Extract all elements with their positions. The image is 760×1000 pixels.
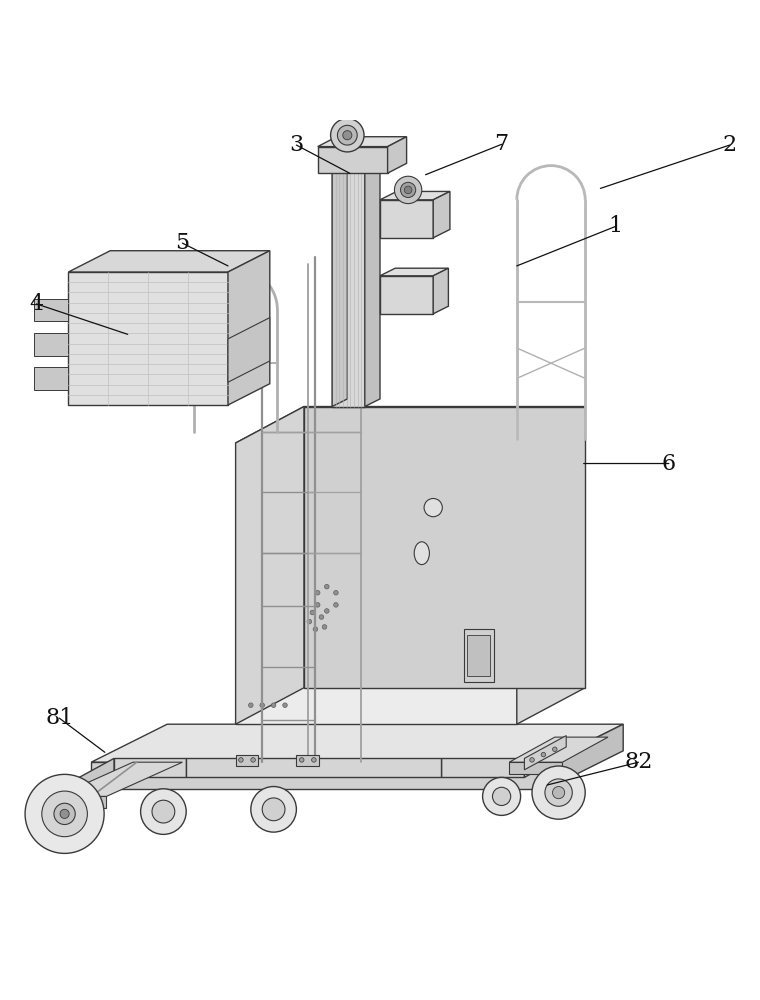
Polygon shape (57, 762, 182, 796)
Circle shape (152, 800, 175, 823)
Circle shape (312, 758, 316, 762)
Circle shape (325, 609, 329, 613)
Polygon shape (34, 367, 68, 390)
Circle shape (334, 603, 338, 607)
Polygon shape (388, 137, 407, 173)
Polygon shape (228, 318, 270, 382)
Text: 82: 82 (624, 751, 653, 773)
Text: 6: 6 (662, 453, 676, 475)
Polygon shape (91, 762, 547, 789)
Polygon shape (34, 333, 68, 356)
Circle shape (322, 625, 327, 629)
Polygon shape (296, 755, 319, 766)
Circle shape (394, 176, 422, 204)
Circle shape (141, 789, 186, 834)
Text: 2: 2 (723, 134, 736, 156)
Polygon shape (236, 407, 304, 724)
Polygon shape (332, 158, 365, 407)
Circle shape (331, 118, 364, 152)
Circle shape (319, 615, 324, 619)
Circle shape (299, 758, 304, 762)
Text: 4: 4 (30, 293, 43, 315)
Polygon shape (380, 200, 433, 238)
Circle shape (25, 774, 104, 853)
Circle shape (283, 703, 287, 707)
Ellipse shape (414, 542, 429, 565)
Circle shape (334, 590, 338, 595)
Circle shape (553, 787, 565, 799)
Polygon shape (228, 251, 270, 405)
Circle shape (313, 627, 318, 631)
Polygon shape (524, 739, 562, 777)
Circle shape (54, 803, 75, 825)
Polygon shape (114, 758, 186, 777)
Polygon shape (318, 137, 407, 147)
Polygon shape (433, 191, 450, 238)
Polygon shape (547, 724, 623, 789)
Circle shape (239, 758, 243, 762)
Circle shape (343, 131, 352, 140)
Polygon shape (304, 407, 585, 688)
Circle shape (401, 182, 416, 198)
Polygon shape (68, 251, 270, 272)
Circle shape (60, 809, 69, 818)
Circle shape (310, 610, 315, 615)
Polygon shape (517, 407, 585, 724)
Circle shape (251, 787, 296, 832)
Polygon shape (524, 736, 566, 770)
Polygon shape (509, 762, 562, 774)
Polygon shape (365, 150, 380, 407)
Text: 5: 5 (176, 232, 189, 254)
Circle shape (262, 798, 285, 821)
Polygon shape (91, 724, 623, 762)
Polygon shape (433, 268, 448, 314)
Polygon shape (509, 737, 608, 762)
Polygon shape (72, 758, 114, 799)
Text: 81: 81 (45, 707, 74, 729)
Polygon shape (380, 268, 448, 276)
Polygon shape (68, 272, 228, 405)
Polygon shape (236, 755, 258, 766)
Circle shape (545, 779, 572, 806)
Circle shape (530, 758, 534, 762)
Polygon shape (186, 758, 441, 777)
Circle shape (404, 186, 412, 194)
Circle shape (249, 703, 253, 707)
Polygon shape (57, 796, 106, 808)
Circle shape (325, 584, 329, 589)
Circle shape (260, 703, 264, 707)
Circle shape (553, 747, 557, 752)
Text: 3: 3 (290, 134, 303, 156)
Circle shape (492, 787, 511, 806)
Circle shape (483, 777, 521, 815)
Polygon shape (441, 758, 524, 777)
Circle shape (42, 791, 87, 837)
Polygon shape (236, 407, 585, 443)
Circle shape (271, 703, 276, 707)
Polygon shape (467, 635, 490, 676)
Polygon shape (318, 147, 388, 173)
Polygon shape (332, 150, 347, 407)
Circle shape (307, 619, 312, 624)
Polygon shape (34, 299, 68, 321)
Text: 1: 1 (609, 215, 622, 237)
Circle shape (337, 125, 357, 145)
Polygon shape (380, 191, 450, 200)
Circle shape (532, 766, 585, 819)
Polygon shape (464, 629, 494, 682)
Circle shape (315, 603, 320, 607)
Circle shape (315, 590, 320, 595)
Circle shape (251, 758, 255, 762)
Text: 7: 7 (495, 133, 508, 155)
Circle shape (424, 498, 442, 517)
Polygon shape (380, 276, 433, 314)
Polygon shape (236, 443, 517, 724)
Circle shape (541, 752, 546, 757)
